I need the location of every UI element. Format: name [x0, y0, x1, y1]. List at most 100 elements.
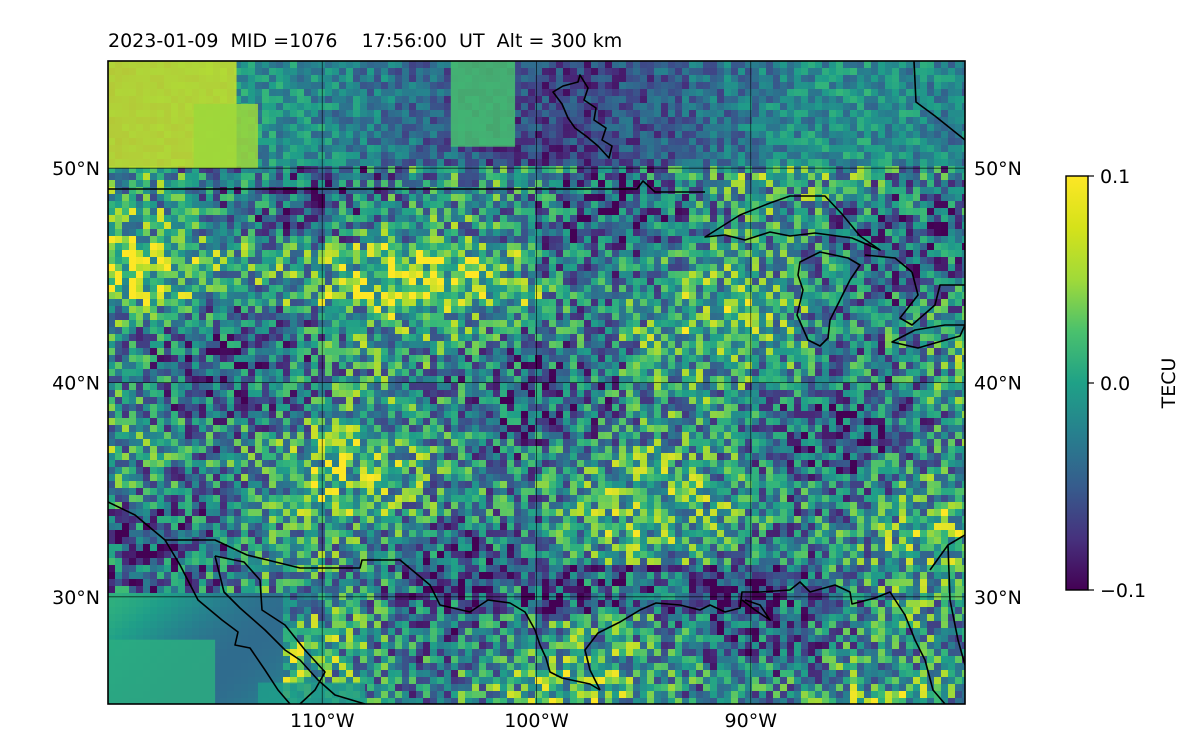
heatmap-cell — [661, 138, 669, 146]
heatmap-cell — [290, 89, 298, 97]
heatmap-cell — [199, 264, 207, 272]
heatmap-cell — [759, 236, 767, 244]
heatmap-cell — [150, 215, 158, 223]
heatmap-cell — [661, 180, 669, 188]
heatmap-cell — [780, 138, 788, 146]
heatmap-cell — [185, 306, 193, 314]
heatmap-cell — [661, 306, 669, 314]
heatmap-cell — [374, 320, 382, 328]
heatmap-cell — [948, 278, 956, 286]
heatmap-cell — [262, 243, 270, 251]
heatmap-cell — [297, 201, 305, 209]
heatmap-cell — [724, 306, 732, 314]
heatmap-cell — [780, 222, 788, 230]
heatmap-cell — [801, 299, 809, 307]
heatmap-cell — [220, 222, 228, 230]
heatmap-cell — [920, 208, 928, 216]
heatmap-cell — [451, 341, 459, 349]
heatmap-cell — [430, 306, 438, 314]
heatmap-cell — [773, 320, 781, 328]
heatmap-cell — [353, 334, 361, 342]
heatmap-cell — [423, 271, 431, 279]
heatmap-cell — [507, 166, 515, 174]
heatmap-cell — [444, 61, 452, 69]
heatmap-cell — [773, 250, 781, 258]
heatmap-cell — [521, 271, 529, 279]
heatmap-cell — [570, 334, 578, 342]
heatmap-cell — [479, 236, 487, 244]
heatmap-cell — [318, 320, 326, 328]
heatmap-cell — [675, 152, 683, 160]
heatmap-cell — [899, 194, 907, 202]
heatmap-cell — [801, 257, 809, 265]
heatmap-cell — [402, 75, 410, 83]
heatmap-cell — [360, 341, 368, 349]
heatmap-cell — [780, 215, 788, 223]
heatmap-cell — [367, 152, 375, 160]
heatmap-cell — [290, 271, 298, 279]
heatmap-cell — [220, 320, 228, 328]
heatmap-cell — [388, 208, 396, 216]
heatmap-cell — [241, 187, 249, 195]
heatmap-cell — [486, 257, 494, 265]
heatmap-cell — [626, 138, 634, 146]
heatmap-cell — [458, 215, 466, 223]
heatmap-cell — [157, 306, 165, 314]
heatmap-cell — [402, 180, 410, 188]
heatmap-cell — [745, 278, 753, 286]
heatmap-cell — [801, 320, 809, 328]
heatmap-cell — [752, 75, 760, 83]
heatmap-cell — [948, 82, 956, 90]
heatmap-cell — [647, 173, 655, 181]
heatmap-cell — [654, 159, 662, 167]
heatmap-cell — [528, 194, 536, 202]
heatmap-cell — [871, 306, 879, 314]
heatmap-cell — [381, 180, 389, 188]
heatmap-cell — [913, 166, 921, 174]
heatmap-cell — [402, 285, 410, 293]
heatmap-cell — [626, 180, 634, 188]
map-area[interactable] — [107, 60, 969, 747]
heatmap-cell — [514, 292, 522, 300]
heatmap-cell — [661, 327, 669, 335]
heatmap-cell — [871, 215, 879, 223]
heatmap-cell — [801, 222, 809, 230]
heatmap-cell — [689, 271, 697, 279]
heatmap-cell — [871, 285, 879, 293]
heatmap-cell — [423, 145, 431, 153]
heatmap-cell — [857, 61, 865, 69]
heatmap-cell — [766, 138, 774, 146]
heatmap-cell — [794, 131, 802, 139]
heatmap-cell — [934, 110, 942, 118]
heatmap-cell — [822, 131, 830, 139]
heatmap-cell — [605, 152, 613, 160]
heatmap-cell — [402, 110, 410, 118]
heatmap-cell — [654, 299, 662, 307]
heatmap-cell — [871, 89, 879, 97]
heatmap-cell — [227, 180, 235, 188]
heatmap-cell — [563, 61, 571, 69]
heatmap-cell — [346, 131, 354, 139]
heatmap-cell — [738, 313, 746, 321]
heatmap-cell — [766, 215, 774, 223]
heatmap-cell — [388, 222, 396, 230]
heatmap-cell — [605, 236, 613, 244]
heatmap-cell — [584, 117, 592, 125]
heatmap-cell — [346, 180, 354, 188]
heatmap-cell — [269, 159, 277, 167]
heatmap-cell — [843, 180, 851, 188]
heatmap-cell — [787, 222, 795, 230]
heatmap-cell — [374, 68, 382, 76]
heatmap-cell — [598, 124, 606, 132]
heatmap-cell — [514, 243, 522, 251]
heatmap-cell — [899, 173, 907, 181]
heatmap-cell — [710, 145, 718, 153]
heatmap-cell — [283, 138, 291, 146]
heatmap-cell — [577, 306, 585, 314]
heatmap-cell — [171, 264, 179, 272]
heatmap-cell — [241, 264, 249, 272]
heatmap-cell — [675, 292, 683, 300]
heatmap-cell — [171, 250, 179, 258]
heatmap-cell — [507, 320, 515, 328]
heatmap-cell — [815, 89, 823, 97]
